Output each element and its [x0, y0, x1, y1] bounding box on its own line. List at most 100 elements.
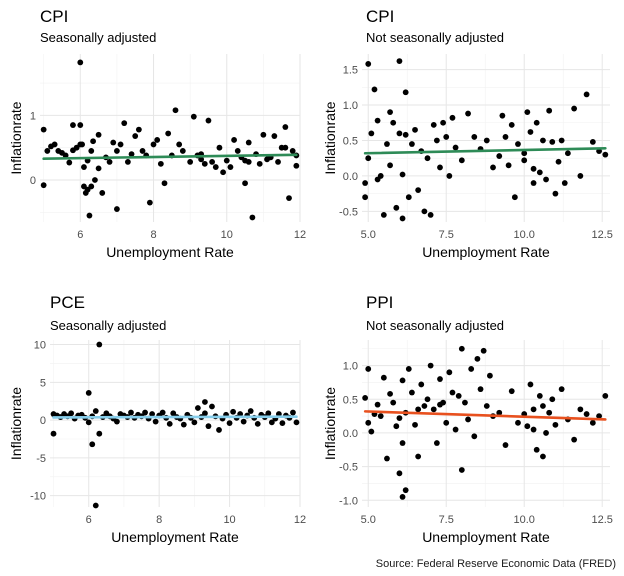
- data-point: [412, 421, 418, 428]
- data-point: [249, 214, 256, 221]
- data-point: [558, 386, 565, 393]
- data-point: [275, 159, 281, 165]
- data-point: [77, 122, 84, 128]
- x-tick-label: 6: [86, 514, 92, 526]
- x-tick-label: 12: [294, 514, 306, 526]
- source-caption: Source: Federal Reserve Economic Data (F…: [375, 558, 616, 570]
- data-point: [114, 148, 120, 154]
- data-point: [271, 133, 278, 139]
- data-point: [81, 164, 87, 170]
- data-point: [433, 137, 440, 144]
- chart-panel-2: 5.0 7.5 10.0 12.5 -0.5 0.0 0.5 1.0 1.5 CPI Not sea…: [322, 7, 613, 260]
- data-point: [374, 401, 381, 408]
- y-tick-label: 1.0: [343, 361, 358, 373]
- data-point: [483, 137, 490, 144]
- data-point: [279, 420, 286, 427]
- data-point: [380, 374, 387, 381]
- data-point: [384, 455, 390, 462]
- data-point: [70, 122, 76, 128]
- data-point: [540, 453, 546, 460]
- data-point: [77, 141, 84, 148]
- data-point: [443, 419, 450, 426]
- x-axis-label: Unemployment Rate: [422, 244, 550, 260]
- data-point: [216, 144, 223, 151]
- data-point: [268, 419, 275, 426]
- data-point: [409, 389, 415, 396]
- data-point: [415, 406, 422, 413]
- data-point: [515, 141, 521, 147]
- data-point: [515, 419, 521, 426]
- data-point: [365, 155, 372, 162]
- data-point: [540, 403, 546, 409]
- data-point: [365, 61, 372, 67]
- panel-title: CPI: [366, 7, 394, 26]
- data-point: [437, 164, 443, 171]
- data-point: [530, 165, 537, 172]
- x-tick-label: 10.0: [514, 514, 535, 526]
- data-point: [393, 204, 400, 211]
- data-point: [577, 406, 584, 413]
- data-point: [393, 423, 400, 430]
- data-point: [508, 121, 515, 128]
- data-point: [496, 409, 503, 416]
- data-point: [362, 180, 369, 186]
- data-point: [427, 212, 434, 218]
- data-point: [421, 403, 428, 409]
- data-point: [95, 165, 102, 172]
- data-point: [418, 381, 425, 388]
- data-point: [446, 173, 453, 179]
- data-point: [458, 345, 465, 352]
- panel-subtitle: Seasonally adjusted: [40, 30, 156, 45]
- data-point: [190, 113, 197, 120]
- data-point: [437, 401, 443, 408]
- data-point: [555, 158, 562, 165]
- data-point: [117, 141, 124, 148]
- data-point: [521, 150, 528, 157]
- data-point: [505, 162, 512, 169]
- data-point: [293, 162, 300, 169]
- data-point: [191, 419, 198, 426]
- data-point: [536, 169, 543, 176]
- data-point: [172, 107, 179, 114]
- data-point: [92, 177, 98, 183]
- data-point: [396, 130, 403, 137]
- x-axis-label: Unemployment Rate: [111, 529, 239, 545]
- data-point: [552, 421, 559, 428]
- data-point: [44, 148, 51, 154]
- trend-line: [42, 153, 298, 160]
- data-point: [533, 446, 540, 453]
- data-point: [462, 399, 468, 406]
- y-tick-label: -1.0: [339, 495, 358, 507]
- data-point: [536, 392, 543, 399]
- panel-title: PPI: [366, 293, 393, 312]
- data-point: [265, 410, 272, 417]
- data-point: [154, 137, 161, 143]
- data-point: [220, 169, 226, 176]
- data-point: [260, 131, 267, 138]
- x-axis-label: Unemployment Rate: [106, 244, 234, 260]
- data-point: [458, 157, 465, 164]
- y-axis-label: Inflationrate: [322, 387, 338, 460]
- data-point: [66, 159, 73, 166]
- x-tick-label: 6: [77, 229, 83, 241]
- data-point: [583, 91, 590, 98]
- data-point: [166, 420, 173, 427]
- data-point: [230, 408, 236, 415]
- data-point: [502, 134, 509, 140]
- data-point: [530, 406, 537, 413]
- data-point: [282, 124, 289, 130]
- data-point: [92, 502, 99, 509]
- data-point: [90, 138, 96, 145]
- data-point: [159, 409, 166, 416]
- data-point: [146, 199, 153, 206]
- data-point: [187, 159, 194, 165]
- data-point: [85, 389, 92, 396]
- panel-title: PCE: [50, 293, 85, 312]
- data-point: [165, 130, 172, 137]
- data-point: [465, 110, 471, 117]
- data-point: [583, 411, 590, 417]
- data-point: [496, 153, 503, 159]
- data-point: [540, 137, 546, 144]
- data-point: [390, 399, 397, 406]
